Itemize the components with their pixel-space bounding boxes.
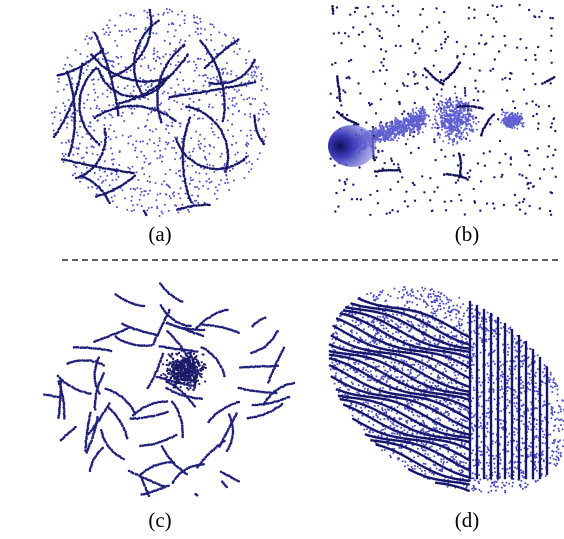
panel-label: (b) xyxy=(455,222,480,246)
dense-cluster xyxy=(328,125,376,167)
points xyxy=(347,92,525,154)
points xyxy=(160,349,208,391)
panel-label: (c) xyxy=(148,508,171,532)
panel-label: (a) xyxy=(148,222,171,246)
points xyxy=(329,286,564,494)
points xyxy=(329,3,558,217)
panel-label: (d) xyxy=(455,508,480,532)
points xyxy=(52,8,266,217)
points xyxy=(328,297,549,492)
points xyxy=(43,282,296,498)
point-clouds xyxy=(43,3,564,498)
